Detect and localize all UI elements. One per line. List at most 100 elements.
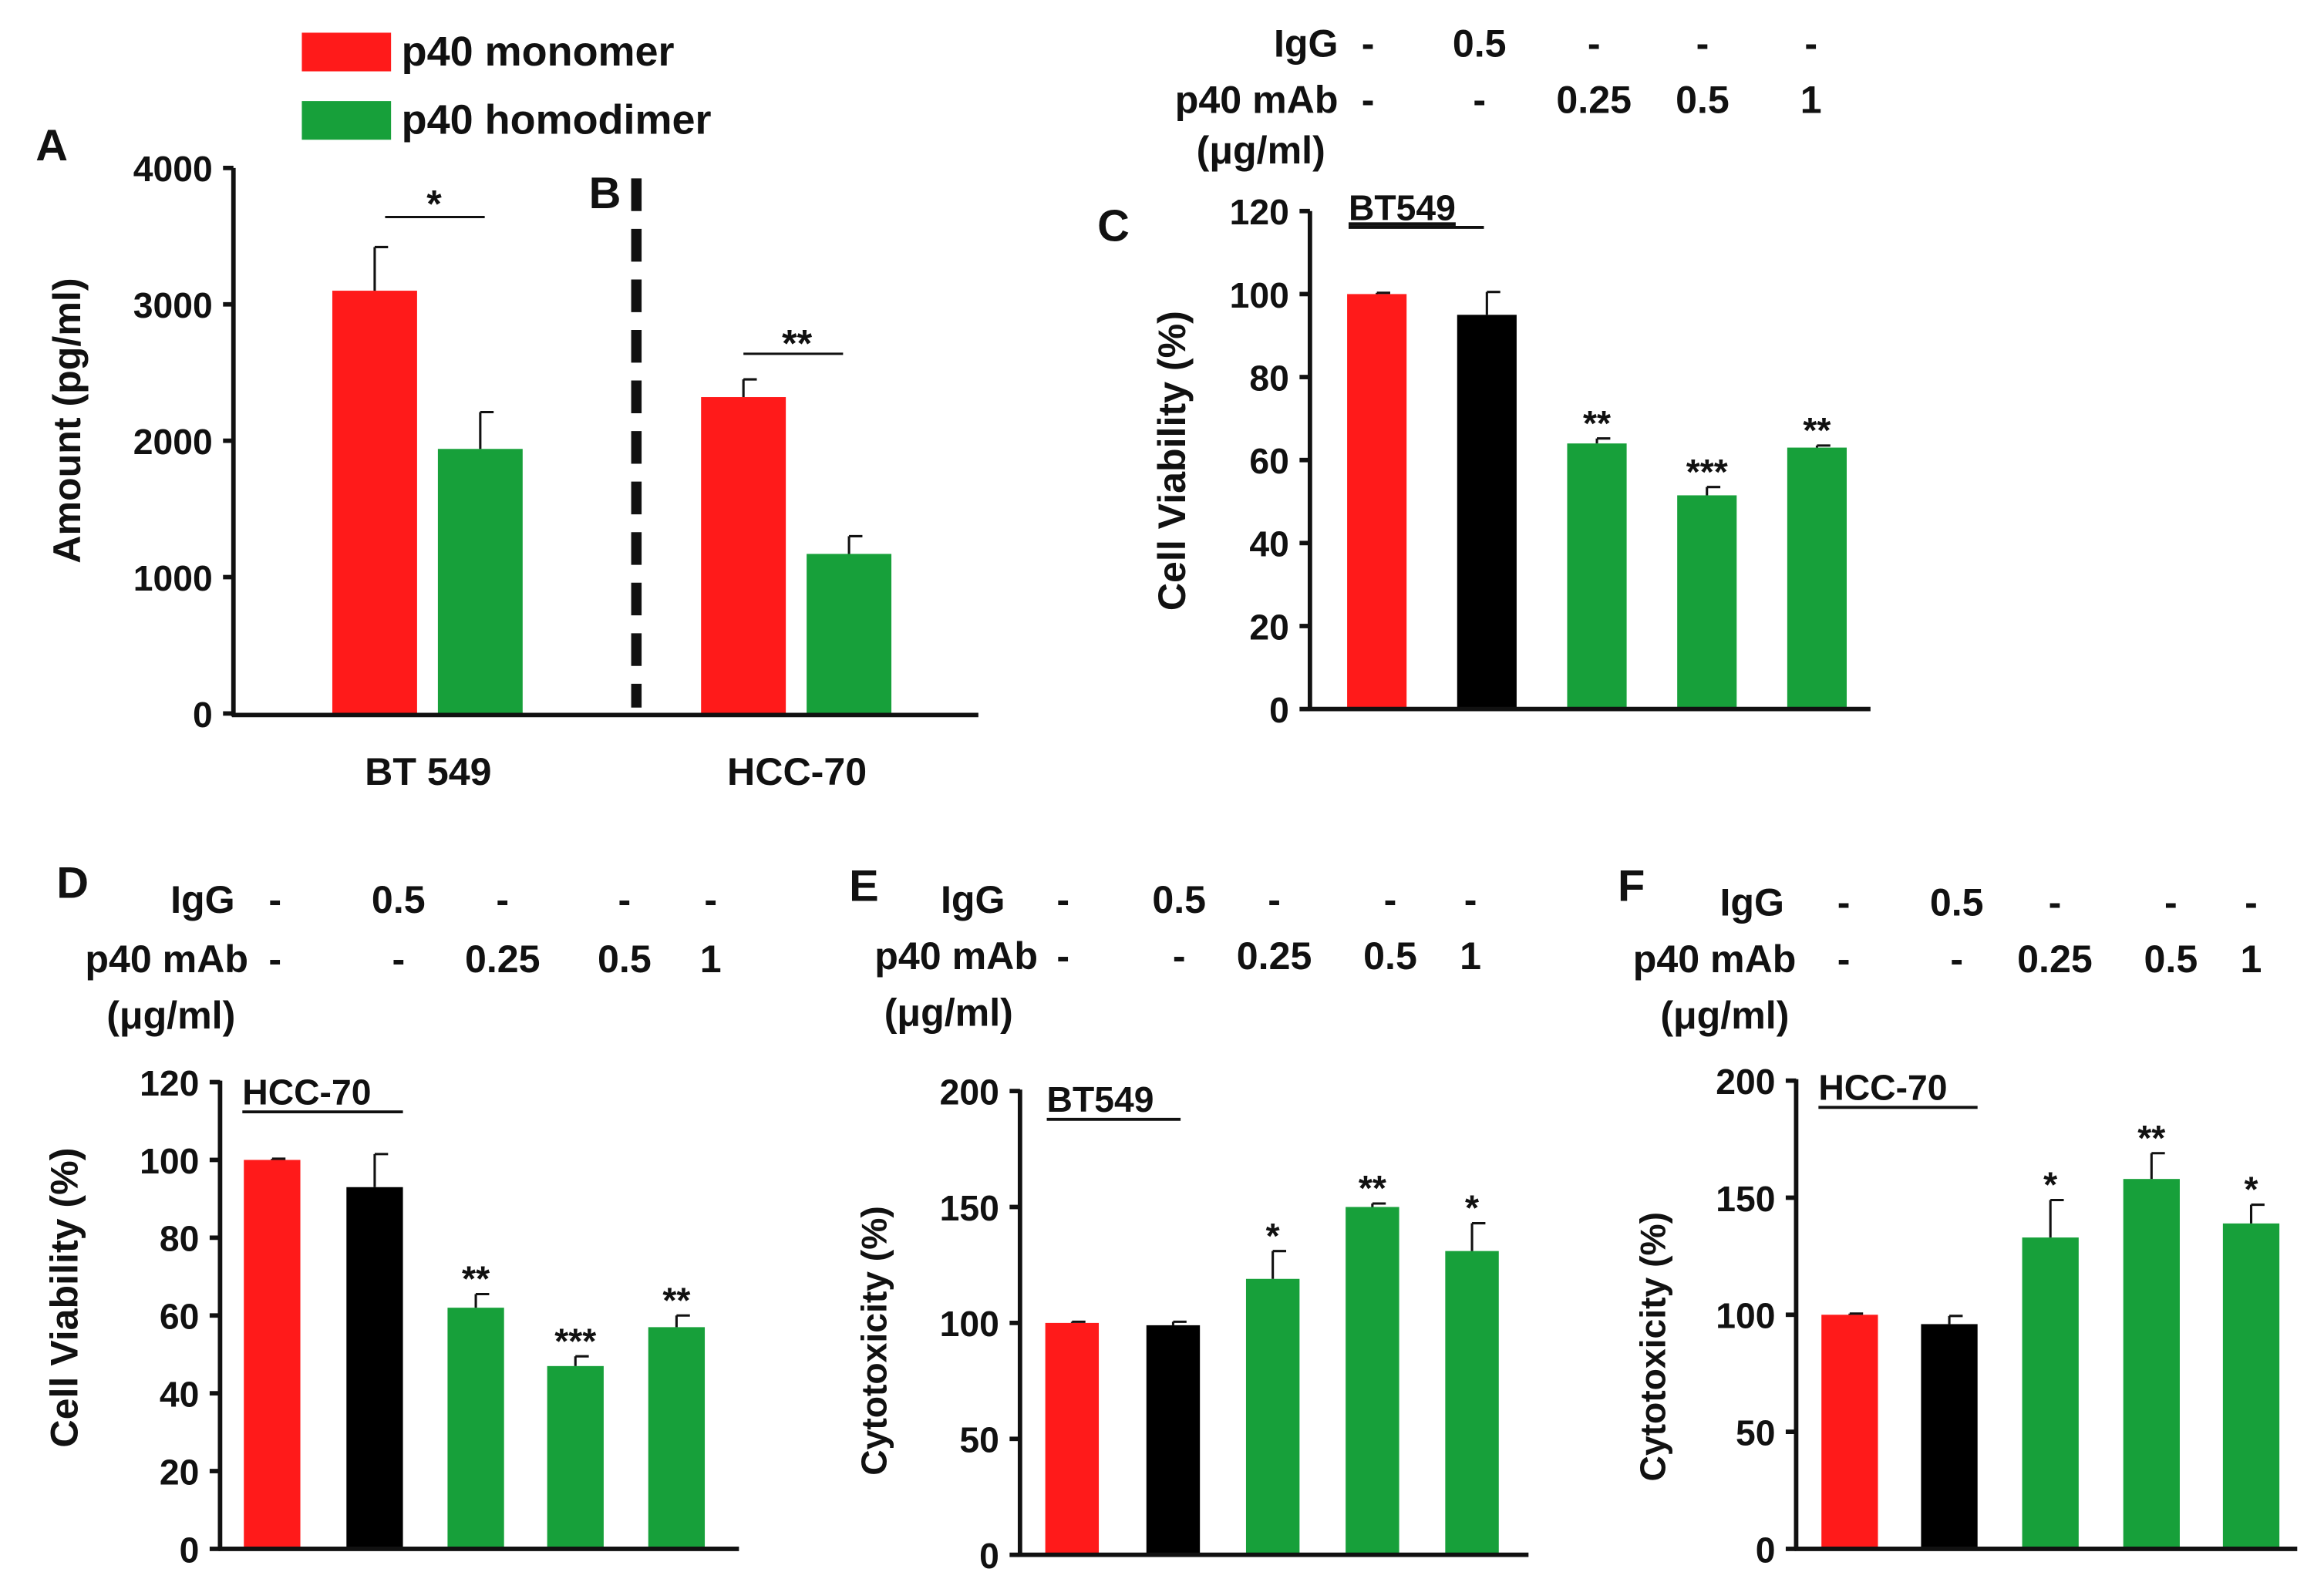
panel-f-ytick-label-0: 0	[1756, 1530, 1776, 1570]
panel-c-ticks: 0 20 40 60 80 100 120	[1230, 192, 1310, 730]
panel-a-ytick-label-4: 4000	[133, 149, 213, 189]
panel-e-mab-value-2: 0.25	[1237, 934, 1312, 978]
panel-f-bar-4	[2222, 1223, 2280, 1549]
panel-d-ytick-label-0: 0	[180, 1530, 200, 1570]
panel-f-significance-4: *	[2245, 1170, 2258, 1210]
panel-d-significance-4: **	[662, 1280, 690, 1320]
panel-f-bars: ****	[1821, 1118, 2280, 1549]
panel-d-unit-label: (μg/ml)	[106, 994, 235, 1037]
panel-c-bar-3	[1677, 495, 1737, 709]
legend-swatch-homodimer	[301, 101, 392, 140]
panel-d-igg-label: IgG	[170, 878, 235, 921]
panel-e-significance-2: *	[1266, 1216, 1280, 1256]
panel-d: D IgG p40 mAb (μg/ml) -0.5- - -- -0.25 0.5 1 …	[42, 858, 739, 1570]
panel-f-ylabel: Cytotoxicity (%)	[1633, 1212, 1673, 1482]
panel-a-category-hcc70: HCC-70	[727, 750, 867, 793]
panel-c-unit-label: (μg/ml)	[1197, 129, 1325, 172]
panel-e-igg-label: IgG	[941, 878, 1005, 921]
panel-c-bars: *******	[1347, 291, 1847, 709]
panel-c-igg-value-2: -	[1588, 22, 1601, 65]
panel-d-igg-value-0: -	[268, 878, 281, 921]
panel-f-bar-3	[2123, 1179, 2180, 1549]
panel-f-mab-value-0: -	[1837, 938, 1851, 981]
panel-f: F IgG p40 mAb (μg/ml) -0.5- - -- -0.25 0.5 1 …	[1618, 861, 2298, 1570]
panel-e-significance-3: **	[1359, 1168, 1386, 1208]
panel-e-bar-4	[1445, 1251, 1499, 1555]
panel-a-letter: A	[35, 121, 68, 170]
panel-c-significance-3: ***	[1686, 452, 1728, 492]
panel-f-igg-value-3: -	[2164, 881, 2177, 924]
panel-d-mab-value-2: 0.25	[465, 938, 541, 981]
panel-e-ytick-label-2: 100	[940, 1304, 999, 1344]
panel-d-bar-2	[447, 1308, 504, 1549]
panel-d-ylabel: Cell Viability (%)	[42, 1148, 86, 1448]
panel-d-ytick-label-4: 80	[160, 1219, 199, 1259]
panel-a-bars	[332, 245, 892, 714]
panel-a-ytick-label-3: 3000	[133, 285, 213, 325]
panel-f-mab-label: p40 mAb	[1633, 938, 1797, 981]
panel-a-category-bt549: BT 549	[365, 750, 491, 793]
panel-c-bar-0	[1347, 294, 1407, 709]
panel-d-ytick-label-2: 40	[160, 1375, 199, 1415]
panel-d-mab-value-1: -	[392, 938, 405, 981]
panel-d-mab-label: p40 mAb	[85, 938, 248, 981]
panel-f-title: HCC-70	[1818, 1068, 1947, 1108]
panel-f-significance-3: **	[2137, 1118, 2165, 1158]
panel-c-title: BT549	[1349, 187, 1456, 227]
panel-f-bar-1	[1921, 1324, 1978, 1549]
panel-a: A B Amount (pg/ml) 0 1000 2000 3000 4000 BT …	[35, 121, 978, 793]
panel-f-igg-value-0: -	[1837, 881, 1851, 924]
panel-a-p40-monomer-bar-0	[332, 291, 417, 714]
panel-f-bar-0	[1821, 1315, 1878, 1549]
panel-f-ytick-label-4: 200	[1716, 1062, 1775, 1102]
panel-a-ytick-label-0: 0	[193, 695, 213, 735]
panel-f-igg-value-2: -	[2049, 881, 2062, 924]
panel-a-sig-hcc70: **	[782, 322, 813, 365]
panel-f-ytick-label-3: 150	[1716, 1179, 1775, 1219]
panel-f-igg-value-4: -	[2245, 881, 2258, 924]
panel-e-bars: *** *	[1045, 1168, 1499, 1555]
panel-f-condition-values: - 0.5 - - - - - 0.25 0.5 1	[1837, 881, 2262, 981]
panel-d-bar-4	[648, 1327, 706, 1549]
panel-d-ytick-label-1: 20	[160, 1452, 199, 1492]
panel-c-mab-label: p40 mAb	[1175, 79, 1339, 122]
panel-f-mab-value-2: 0.25	[2017, 938, 2093, 981]
panel-d-bar-1	[346, 1187, 403, 1549]
panel-e-bar-2	[1245, 1278, 1300, 1555]
panel-e-ytick-label-4: 200	[940, 1072, 999, 1112]
panel-f-igg-label: IgG	[1719, 881, 1784, 924]
panel-e-ytick-label-1: 50	[959, 1420, 999, 1460]
panel-c-ytick-label-3: 60	[1249, 441, 1288, 481]
panel-e-title: BT549	[1047, 1079, 1154, 1119]
panel-a-p40-homodimer-bar-0	[437, 449, 523, 714]
panel-e-unit-label: (μg/ml)	[884, 991, 1013, 1034]
panel-f-mab-value-1: -	[1950, 938, 1963, 981]
panel-e-significance-4: *	[1465, 1188, 1479, 1228]
panel-c-ytick-label-6: 120	[1230, 192, 1289, 232]
panel-e-ytick-label-3: 150	[940, 1188, 999, 1228]
panel-d-significance-2: **	[462, 1259, 490, 1299]
panel-c-bar-1	[1457, 315, 1517, 709]
panel-c-ytick-label-0: 0	[1269, 690, 1289, 730]
panel-e-igg-value-1: 0.5	[1152, 878, 1206, 921]
panel-e-igg-value-2: -	[1268, 878, 1281, 921]
panel-c-mab-value-3: 0.5	[1676, 79, 1730, 122]
panel-e-mab-value-4: 1	[1460, 934, 1481, 978]
panel-d-igg-value-1: 0.5	[372, 878, 426, 921]
panel-e-letter: E	[849, 861, 879, 911]
panel-e-mab-label: p40 mAb	[874, 934, 1038, 978]
panel-c-igg-value-4: -	[1804, 22, 1817, 65]
panel-f-significance-2: *	[2043, 1165, 2057, 1205]
panel-c-letter: C	[1097, 201, 1130, 251]
panel-d-mab-value-3: 0.5	[598, 938, 652, 981]
panel-c-igg-value-0: -	[1362, 22, 1375, 65]
panel-e-bar-3	[1346, 1207, 1399, 1555]
legend-swatch-monomer	[301, 32, 392, 72]
panel-d-bar-0	[244, 1160, 301, 1549]
panel-e-mab-value-0: -	[1056, 934, 1069, 978]
panel-d-title: HCC-70	[242, 1072, 371, 1112]
panel-d-igg-value-4: -	[704, 878, 717, 921]
panel-c-bar-4	[1787, 447, 1847, 709]
panel-c-condition-values: - 0.5 - - - - - 0.25 0.5 1	[1362, 22, 1822, 121]
